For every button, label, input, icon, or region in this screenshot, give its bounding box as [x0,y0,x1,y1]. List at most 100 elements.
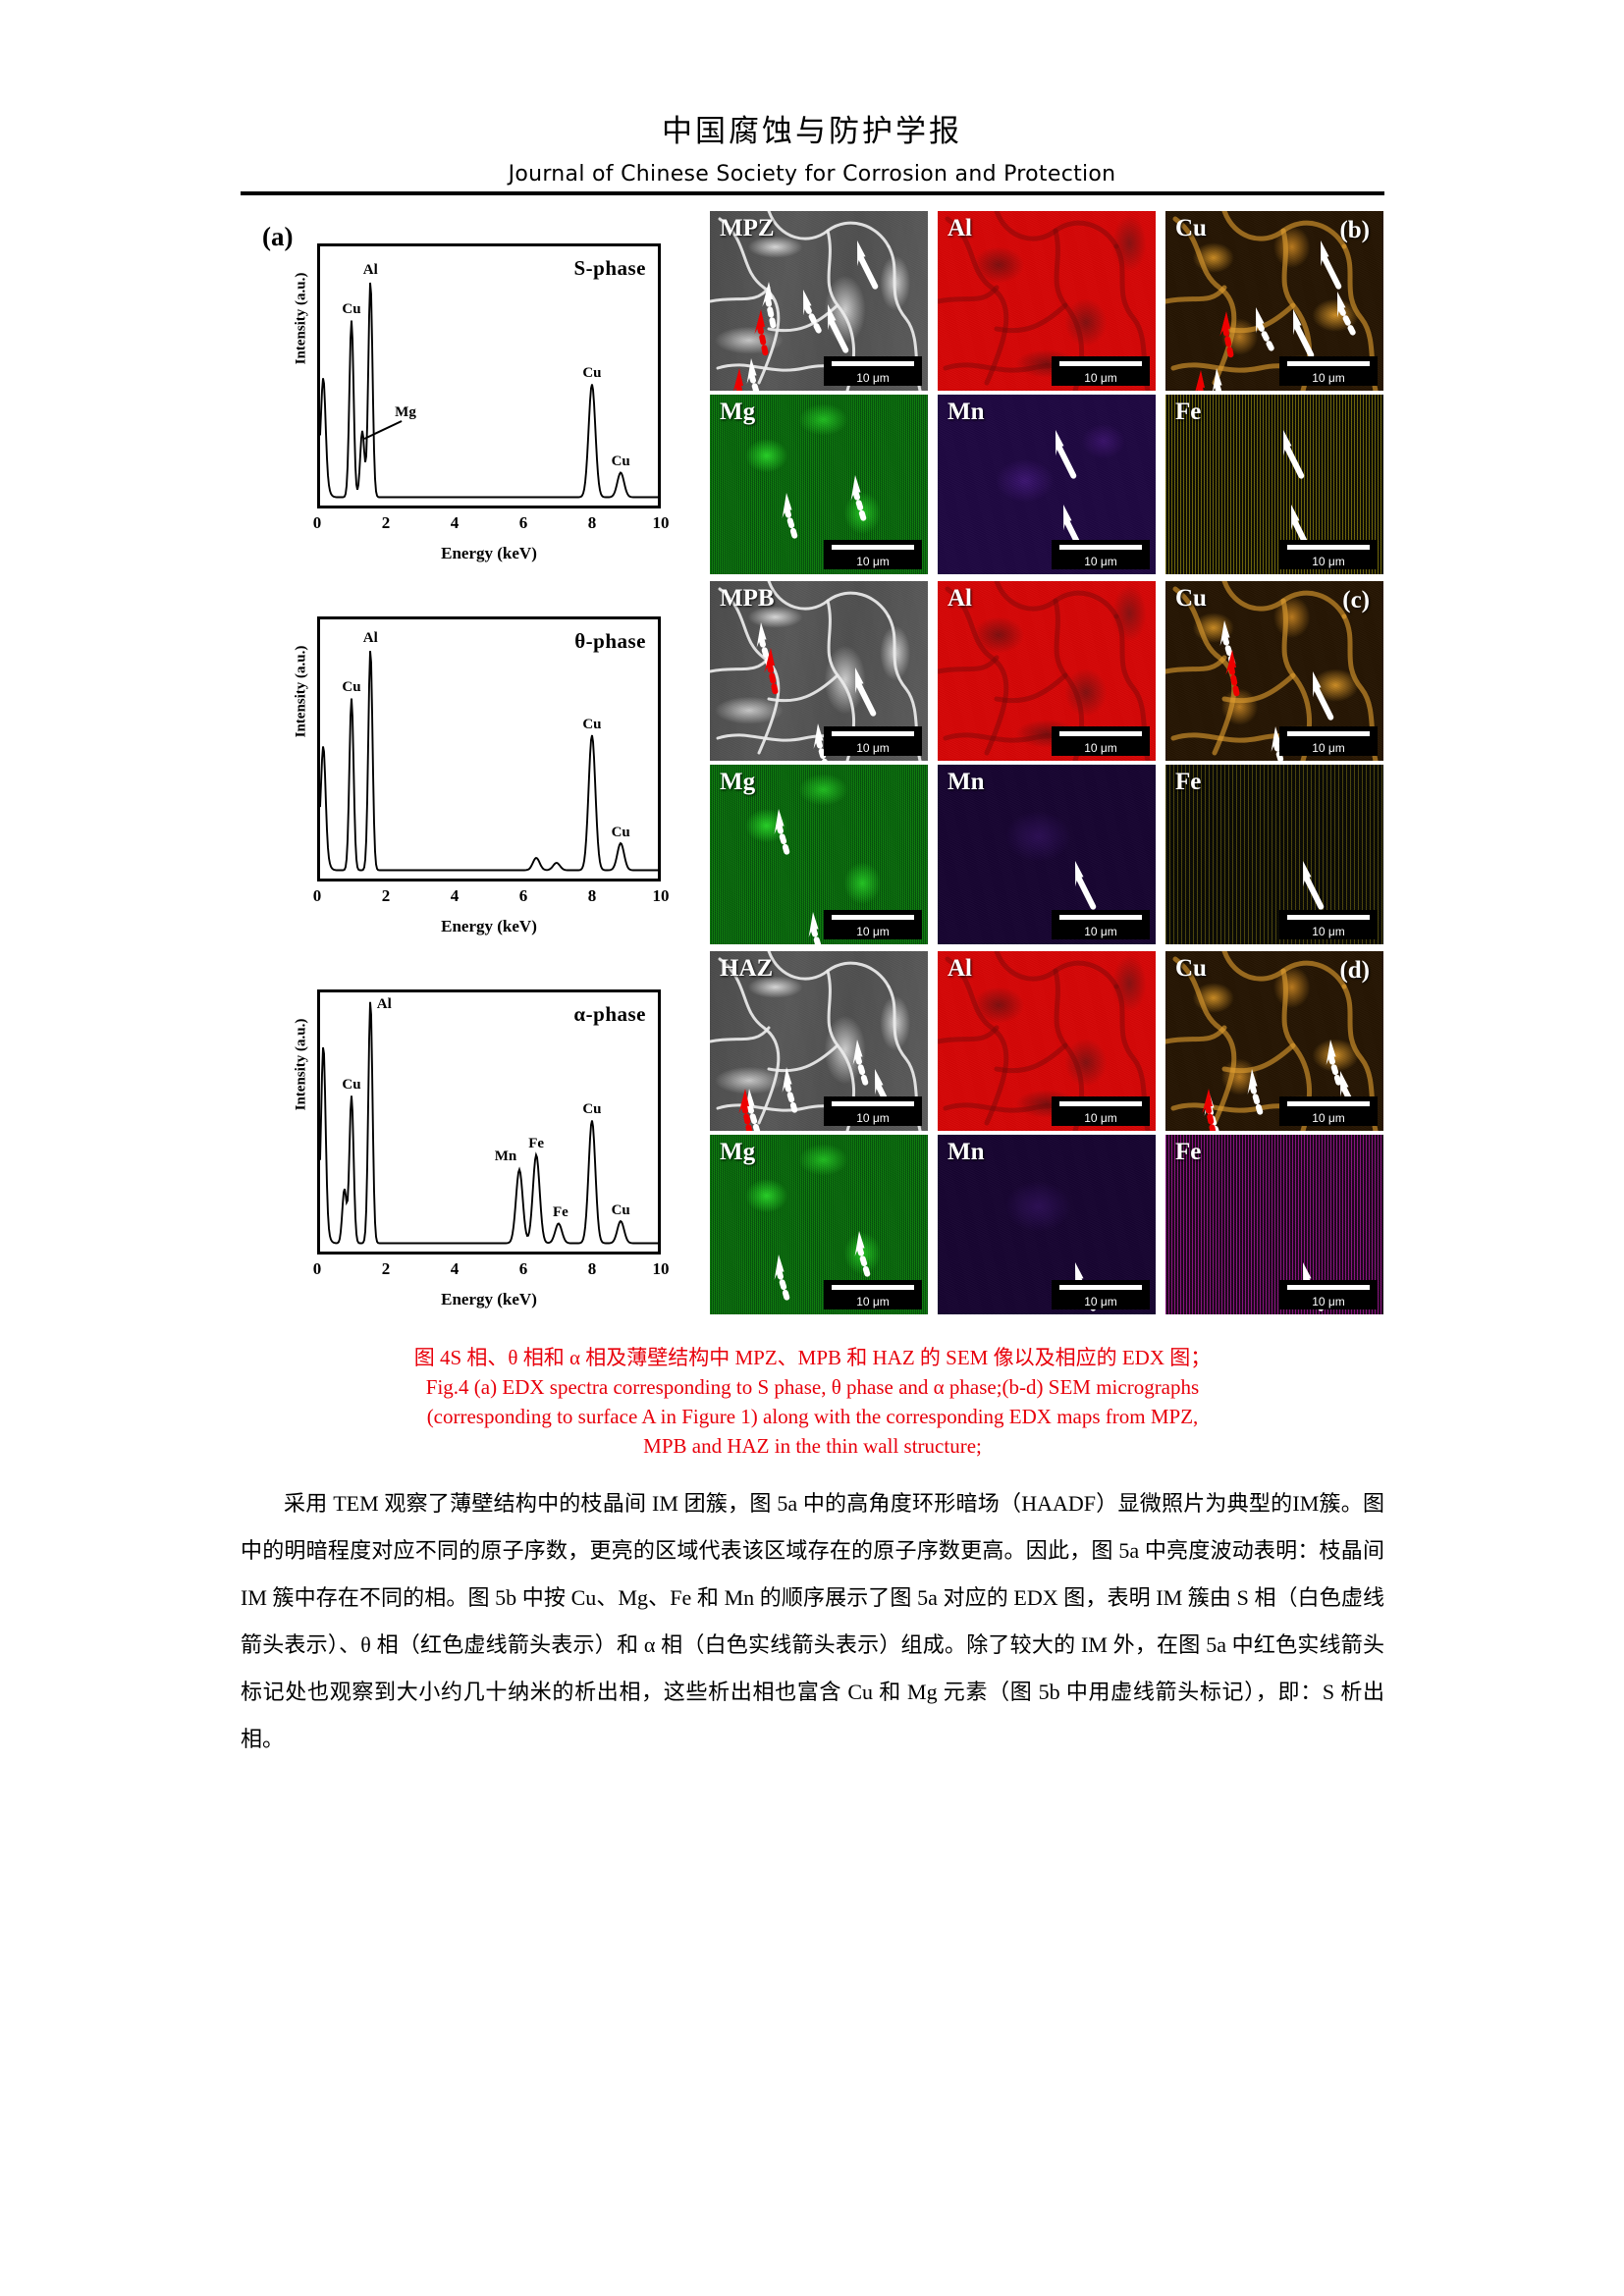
map-cell-label: Fe [1175,1139,1202,1165]
map-cell-label: Fe [1175,769,1202,795]
scale-bar-line [832,915,914,920]
x-tick-label: 0 [312,1259,322,1278]
scale-bar: 10 μm [1052,1096,1150,1126]
annotation-arrows [1202,1040,1362,1131]
map-group-c: MPB 10 μm Al 10 μm Cu (c) 10 μm Mg 10 μm Mn 10 μm F… [710,581,1384,947]
peak-label: Cu [342,1077,361,1093]
map-cell-mn[interactable]: Mn 10 μm [938,765,1156,944]
annotation-arrows [1194,240,1359,391]
map-cell-al[interactable]: Al 10 μm [938,951,1156,1131]
map-cell-label: Cu [1175,215,1207,241]
scale-bar-text: 10 μm [1084,555,1117,568]
scale-bar-text: 10 μm [856,555,890,568]
map-cell-label: Fe [1175,399,1202,425]
scale-bar-line [1287,361,1370,366]
x-tick-label: 6 [518,513,528,532]
phase-title: α-phase [573,1002,646,1026]
map-cell-label: Mn [947,769,985,795]
sem-edx-map-grid: MPZ 10 μm Al 10 μm Cu (b) 10 μm Mg 10 μm Mn 10 μm F… [710,211,1384,1325]
map-cell-al[interactable]: Al 10 μm [938,581,1156,761]
body-text: 采用 TEM 观察了薄壁结构中的枝晶间 IM 团簇，图 5a 中的高角度环形暗场… [241,1480,1384,1763]
peak-label: Al [362,262,378,278]
scale-bar-text: 10 μm [1312,925,1345,938]
scale-bar: 10 μm [824,726,922,756]
map-cell-label: Al [947,215,972,241]
map-cell-fe[interactable]: Fe 10 μm [1165,1135,1383,1314]
scale-bar: 10 μm [824,910,922,939]
scale-bar: 10 μm [1279,910,1378,939]
x-tick-label: 10 [652,1259,670,1278]
map-cell-label: Al [947,955,972,982]
map-cell-cu[interactable]: Cu (d) 10 μm [1165,951,1383,1131]
x-tick-label: 4 [450,886,460,905]
peak-label: Cu [611,1201,630,1218]
map-cell-fe[interactable]: Fe 10 μm [1165,395,1383,574]
scale-bar-text: 10 μm [856,371,890,385]
x-tick-label: 6 [518,886,528,905]
map-cell-cu[interactable]: Cu (c) 10 μm [1165,581,1383,761]
plot-area: S-phase Cu Mg Al Cu Cu [317,243,661,508]
map-cell-mg[interactable]: Mg 10 μm [710,765,928,944]
panel-label: (b) [1339,217,1370,243]
scale-bar-line [1059,1285,1142,1290]
map-cell-mn[interactable]: Mn 10 μm [938,395,1156,574]
scale-bar: 10 μm [824,1096,922,1126]
map-cell-haz[interactable]: HAZ 10 μm [710,951,928,1131]
scale-bar-line [1287,1101,1370,1106]
peak-label: Cu [582,365,602,381]
map-cell-mpb[interactable]: MPB 10 μm [710,581,928,761]
scale-bar-text: 10 μm [856,1295,890,1308]
scale-bar-text: 10 μm [1312,555,1345,568]
scale-bar-text: 10 μm [1084,741,1117,755]
scale-bar-line [832,1285,914,1290]
x-tick-label: 2 [381,886,391,905]
scale-bar: 10 μm [1052,1280,1150,1309]
peak-label: Cu [611,824,630,840]
map-row: MPB 10 μm Al 10 μm Cu (c) 10 μm [710,581,1384,761]
x-axis-label: Energy (keV) [441,544,537,562]
peak-label: Al [376,996,392,1012]
scale-bar: 10 μm [1279,726,1378,756]
x-axis-label: Energy (keV) [441,1290,537,1308]
x-tick-label: 10 [652,886,670,905]
scale-bar-text: 10 μm [1084,371,1117,385]
annotation-arrows [774,809,826,944]
map-cell-mg[interactable]: Mg 10 μm [710,1135,928,1314]
scale-bar-line [1059,361,1142,366]
map-cell-label: Cu [1175,955,1207,982]
map-cell-label: Mg [720,399,756,425]
x-tick-label: 8 [587,513,597,532]
peak-label: Mg [395,403,416,420]
peak-label: Mn [494,1148,517,1164]
scale-bar-line [1287,545,1370,550]
scale-bar: 10 μm [1279,1280,1378,1309]
x-tick-label: 10 [652,513,670,532]
map-cell-label: MPB [720,585,775,612]
map-cell-cu[interactable]: Cu (b) 10 μm [1165,211,1383,391]
panel-label: (d) [1339,957,1370,984]
map-cell-fe[interactable]: Fe 10 μm [1165,765,1383,944]
x-tick-label: 8 [587,1259,597,1278]
scale-bar-line [832,731,914,736]
scale-bar-text: 10 μm [1084,1111,1117,1125]
map-cell-label: Cu [1175,585,1207,612]
spectrum-trace [320,651,658,872]
panel-label: (c) [1342,587,1370,614]
annotation-arrows [1303,861,1325,910]
y-axis-label: Intensity (a.u.) [293,272,309,365]
dendrite-network [710,581,922,761]
map-cell-mg[interactable]: Mg 10 μm [710,395,928,574]
map-cell-al[interactable]: Al 10 μm [938,211,1156,391]
map-cell-mn[interactable]: Mn 10 μm [938,1135,1156,1314]
scale-bar-text: 10 μm [1312,741,1345,755]
map-cell-mpz[interactable]: MPZ 10 μm [710,211,928,391]
phase-title: S-phase [573,256,646,280]
peak-label: Fe [528,1136,545,1151]
map-cell-label: HAZ [720,955,774,982]
scale-bar-text: 10 μm [1084,1295,1117,1308]
scale-bar: 10 μm [1052,726,1150,756]
annotation-arrows [1219,620,1334,761]
annotation-arrows [732,240,879,391]
x-tick-label: 8 [587,886,597,905]
x-axis-ticks: 0 2 4 6 8 10 [313,886,670,912]
